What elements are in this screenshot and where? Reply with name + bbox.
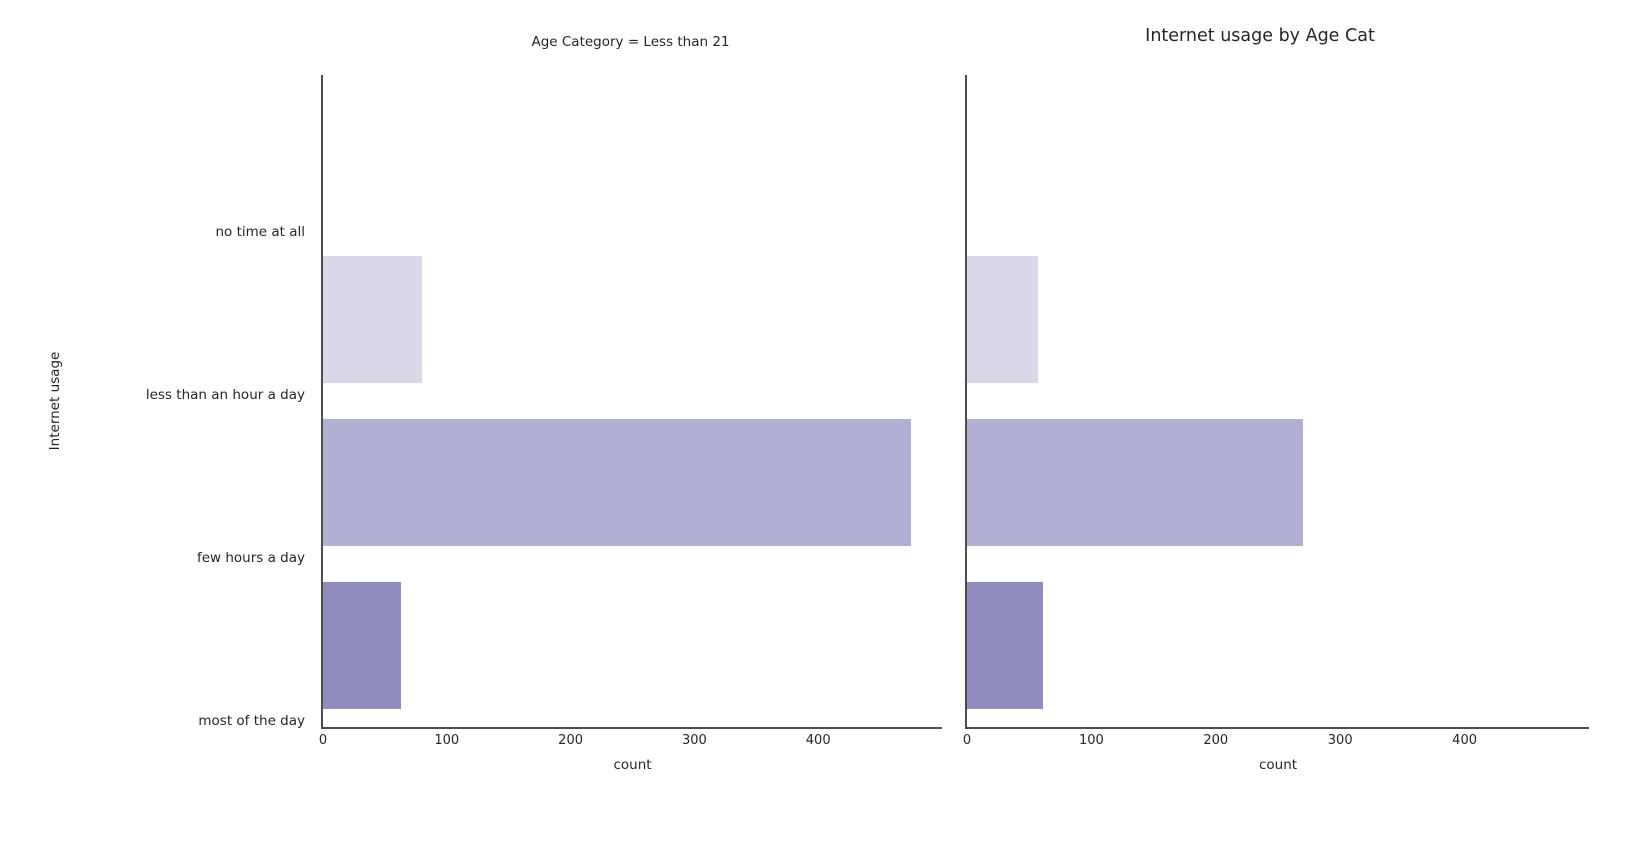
bar-few-hours-a-day — [323, 419, 912, 546]
chart-title: Internet usage by Age Cat — [1145, 26, 1375, 46]
bar-few-hours-a-day — [967, 419, 1303, 546]
x-tick-label-400: 400 — [805, 733, 831, 748]
x-axis-label-left: count — [613, 757, 652, 773]
y-tick-label-no-time: no time at all — [215, 223, 305, 240]
y-tick-label-less-than-hour: less than an hour a day — [145, 386, 305, 403]
x-tick-label-300: 300 — [681, 733, 707, 748]
x-tick-label-100: 100 — [1078, 733, 1104, 748]
x-tick-label-0: 0 — [962, 733, 972, 748]
y-tick-label-few-hours: few hours a day — [196, 549, 305, 566]
bar-less-than-an-hour-a-day — [323, 256, 423, 383]
x-tick-label-0: 0 — [318, 733, 328, 748]
x-tick-label-400: 400 — [1452, 733, 1478, 748]
x-tick-label-100: 100 — [434, 733, 460, 748]
bar-most-of-the-day — [323, 582, 401, 709]
bar-less-than-an-hour-a-day — [967, 256, 1038, 383]
x-tick-label-200: 200 — [1203, 733, 1229, 748]
y-tick-label-most-of-day: most of the day — [198, 712, 305, 729]
bar-most-of-the-day — [967, 582, 1043, 709]
plot-area-right: count 0 100 200 300 400 — [963, 75, 1589, 773]
facet-title-left: Age Category = Less than 21 — [531, 34, 730, 50]
x-tick-label-300: 300 — [1327, 733, 1353, 748]
x-tick-label-200: 200 — [558, 733, 584, 748]
plot-area-left: count 0 100 200 300 400 — [319, 75, 942, 773]
x-axis-label-right: count — [1258, 757, 1298, 773]
